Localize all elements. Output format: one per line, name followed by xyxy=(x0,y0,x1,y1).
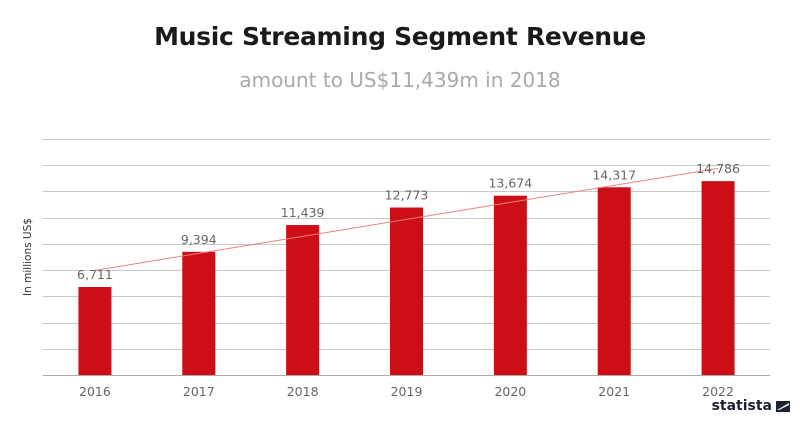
x-tick-label: 2018 xyxy=(287,384,319,399)
bar xyxy=(597,187,631,375)
x-tick-label: 2020 xyxy=(494,384,526,399)
x-tick-label: 2021 xyxy=(598,384,630,399)
logo-text: statista xyxy=(711,398,772,414)
chart-title: Music Streaming Segment Revenue xyxy=(154,22,646,51)
statista-logo[interactable]: statista xyxy=(712,398,790,414)
x-tick-label: 2016 xyxy=(79,384,111,399)
data-label: 14,317 xyxy=(592,167,636,182)
data-label: 13,674 xyxy=(488,176,532,191)
bar xyxy=(182,251,216,375)
bar xyxy=(493,195,527,375)
bar xyxy=(286,225,320,375)
bar xyxy=(701,181,735,375)
data-label: 11,439 xyxy=(281,205,325,220)
statista-logo-icon xyxy=(776,400,790,412)
data-label: 14,786 xyxy=(696,161,740,176)
x-tick-label: 2019 xyxy=(391,384,423,399)
trendline xyxy=(94,167,719,271)
x-tick-label: 2022 xyxy=(702,384,734,399)
data-label: 12,773 xyxy=(385,188,429,203)
data-label: 9,394 xyxy=(181,232,217,247)
bar xyxy=(390,207,423,375)
x-tick-label: 2017 xyxy=(183,384,215,399)
data-label: 6,711 xyxy=(77,267,113,282)
chart-subtitle: amount to US$11,439m in 2018 xyxy=(239,68,561,92)
y-axis-label: In millions US$ xyxy=(22,218,34,296)
bar xyxy=(78,287,112,375)
